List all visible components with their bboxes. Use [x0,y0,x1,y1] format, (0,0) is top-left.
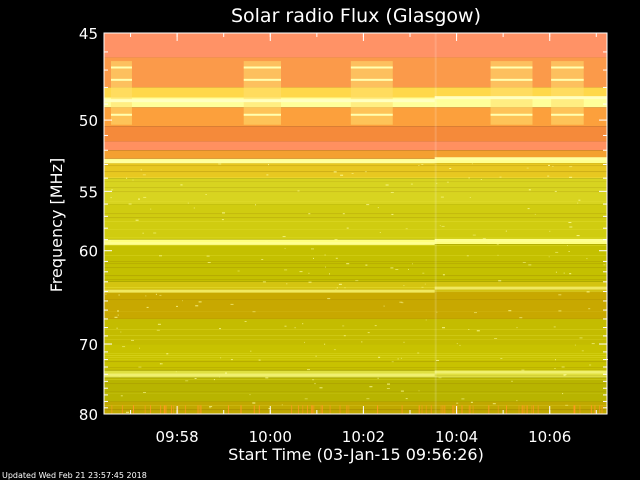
line-4-a [104,373,435,377]
chart-title: Solar radio Flux (Glasgow) [231,5,481,27]
y-tick-label-2: 55 [79,183,98,201]
band-9 [104,163,607,179]
line-3-a [104,289,435,293]
rfi-block-0 [110,61,132,125]
updated-timestamp: Updated Wed Feb 21 23:57:45 2018 [2,471,147,480]
line-2-a [104,241,435,245]
band-12 [104,239,607,245]
x-tick-label-4: 10:06 [528,428,571,446]
line-1-a [104,160,435,164]
band-19 [104,377,607,402]
band-16 [104,318,607,345]
band-14 [104,281,607,292]
band-20 [104,401,607,414]
band-5 [104,126,607,142]
y-tick-label-1: 50 [79,112,98,130]
band-13 [104,244,607,282]
band-6 [104,141,607,151]
y-tick-label-0: 45 [79,25,98,43]
band-17 [104,344,607,371]
band-0 [104,33,607,58]
discontinuity [434,33,437,414]
y-tick-label-5: 80 [79,406,98,424]
x-tick-label-1: 10:00 [249,428,292,446]
line-4-b [434,370,607,374]
line-1-b [434,157,607,161]
band-10 [104,178,607,205]
x-tick-label-2: 10:02 [342,428,385,446]
x-axis-label: Start Time (03-Jan-15 09:56:26) [228,445,484,464]
x-tick-label-0: 09:58 [156,428,199,446]
y-tick-label-3: 60 [79,243,98,261]
line-3-b [434,286,607,290]
line-0-b [434,96,607,100]
band-11 [104,204,607,240]
band-15 [104,291,607,319]
y-axis-label: Frequency [MHz] [47,158,66,292]
x-tick-label-3: 10:04 [435,428,478,446]
line-2-b [434,238,607,242]
y-tick-label-4: 70 [79,336,98,354]
band-7 [104,150,607,159]
plot-frame [103,32,608,415]
y-axis: 45 50 55 60 70 80 [79,25,607,424]
plot-area [103,32,608,415]
line-0-a [104,99,435,103]
x-axis: 09:58 10:00 10:02 10:04 10:06 [130,33,597,446]
heatmap-texture [104,163,608,415]
